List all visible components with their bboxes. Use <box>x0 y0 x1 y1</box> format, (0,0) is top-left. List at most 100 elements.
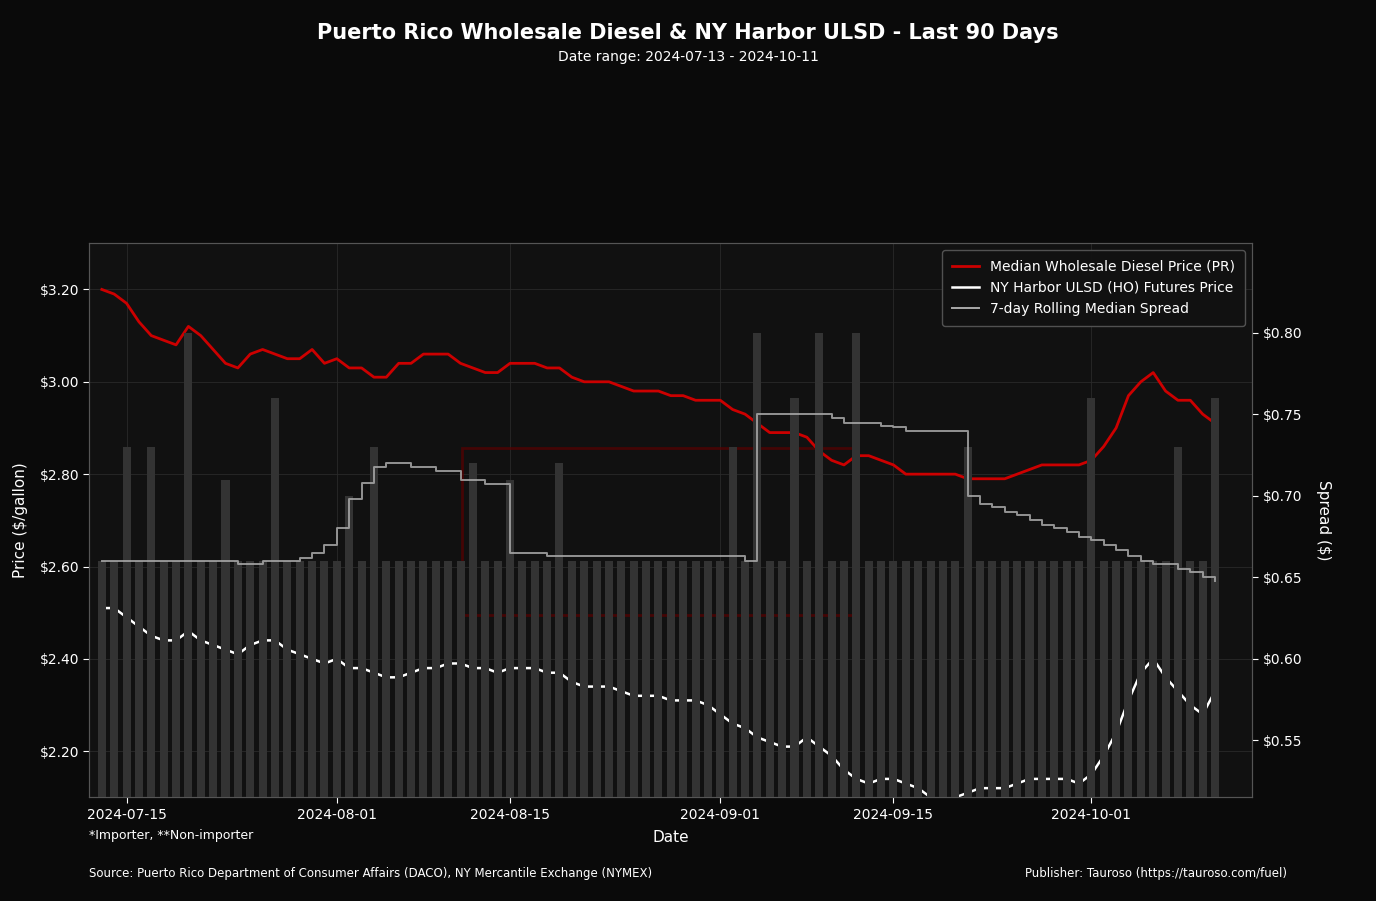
Bar <box>321 561 329 901</box>
Bar <box>1099 561 1108 901</box>
Bar <box>692 561 699 901</box>
Bar <box>122 447 131 901</box>
Bar <box>110 561 118 901</box>
Bar <box>742 561 749 901</box>
Bar <box>1211 398 1219 901</box>
Y-axis label: Spread ($): Spread ($) <box>1315 480 1331 560</box>
Bar <box>839 561 848 901</box>
Bar <box>581 561 588 901</box>
Bar <box>544 561 552 901</box>
X-axis label: Date: Date <box>652 830 689 845</box>
Bar <box>1075 561 1083 901</box>
Bar <box>1137 561 1145 901</box>
Bar <box>370 447 378 901</box>
Bar <box>98 561 106 901</box>
Bar <box>1186 561 1194 901</box>
Bar <box>1000 561 1009 901</box>
Bar <box>963 447 971 901</box>
Bar <box>1050 561 1058 901</box>
Bar <box>197 561 205 901</box>
Bar <box>976 561 984 901</box>
Bar <box>938 561 947 901</box>
Bar <box>135 561 143 901</box>
Bar <box>1112 561 1120 901</box>
Bar <box>556 463 564 901</box>
Bar <box>420 561 428 901</box>
Bar <box>383 561 391 901</box>
Bar <box>457 561 465 901</box>
Bar <box>1013 561 1021 901</box>
Bar <box>901 561 910 901</box>
Bar <box>1198 561 1207 901</box>
Bar <box>222 479 230 901</box>
Bar <box>777 561 786 901</box>
Bar <box>147 447 155 901</box>
Bar <box>988 561 996 901</box>
Bar <box>1161 561 1170 901</box>
Bar <box>717 561 724 901</box>
Bar <box>444 561 453 901</box>
Bar <box>1038 561 1046 901</box>
Bar <box>333 561 341 901</box>
Bar <box>643 561 649 901</box>
Bar <box>827 561 835 901</box>
Bar <box>593 561 600 901</box>
Bar <box>951 561 959 901</box>
Bar <box>1087 398 1095 901</box>
Bar <box>172 561 180 901</box>
Bar <box>283 561 292 901</box>
Bar <box>1149 561 1157 901</box>
Bar <box>407 561 416 901</box>
Bar <box>889 561 897 901</box>
Bar <box>1025 561 1033 901</box>
Bar <box>395 561 403 901</box>
Text: Date range: 2024-07-13 - 2024-10-11: Date range: 2024-07-13 - 2024-10-11 <box>557 50 819 64</box>
Bar <box>184 332 193 901</box>
Bar <box>271 398 279 901</box>
Bar <box>568 561 577 901</box>
Bar <box>852 332 860 901</box>
Bar <box>506 479 515 901</box>
Bar <box>160 561 168 901</box>
Bar <box>926 561 934 901</box>
Bar <box>729 447 736 901</box>
Bar <box>705 561 711 901</box>
Bar <box>209 561 217 901</box>
Bar <box>618 561 625 901</box>
Bar <box>802 561 810 901</box>
Bar <box>296 561 304 901</box>
Bar <box>754 332 761 901</box>
Text: Puerto Rico Wholesale Diesel & NY Harbor ULSD - Last 90 Days: Puerto Rico Wholesale Diesel & NY Harbor… <box>318 23 1058 42</box>
Bar <box>469 463 477 901</box>
Text: Publisher: Tauroso (https://tauroso.com/fuel): Publisher: Tauroso (https://tauroso.com/… <box>1025 867 1287 879</box>
Bar <box>358 561 366 901</box>
Bar <box>259 561 267 901</box>
Bar <box>605 561 612 901</box>
Bar <box>815 332 823 901</box>
Bar <box>432 561 440 901</box>
Legend: Median Wholesale Diesel Price (PR), NY Harbor ULSD (HO) Futures Price, 7-day Rol: Median Wholesale Diesel Price (PR), NY H… <box>943 250 1245 325</box>
Bar <box>519 561 527 901</box>
Bar <box>308 561 316 901</box>
Bar <box>680 561 687 901</box>
Bar <box>1174 447 1182 901</box>
Bar <box>877 561 885 901</box>
Bar <box>494 561 502 901</box>
Bar <box>864 561 872 901</box>
Bar <box>1062 561 1071 901</box>
Bar <box>765 561 773 901</box>
Bar <box>246 561 255 901</box>
Bar <box>482 561 490 901</box>
Bar <box>655 561 662 901</box>
Bar <box>790 398 798 901</box>
Bar <box>345 496 354 901</box>
Bar <box>1124 561 1132 901</box>
Bar <box>630 561 637 901</box>
Text: Source: Puerto Rico Department of Consumer Affairs (DACO), NY Mercantile Exchang: Source: Puerto Rico Department of Consum… <box>89 867 652 879</box>
Bar <box>914 561 922 901</box>
Y-axis label: Price ($/gallon): Price ($/gallon) <box>14 462 29 578</box>
Bar <box>531 561 539 901</box>
Text: *Importer, **Non-importer: *Importer, **Non-importer <box>89 829 253 842</box>
Bar <box>667 561 674 901</box>
Bar <box>234 561 242 901</box>
